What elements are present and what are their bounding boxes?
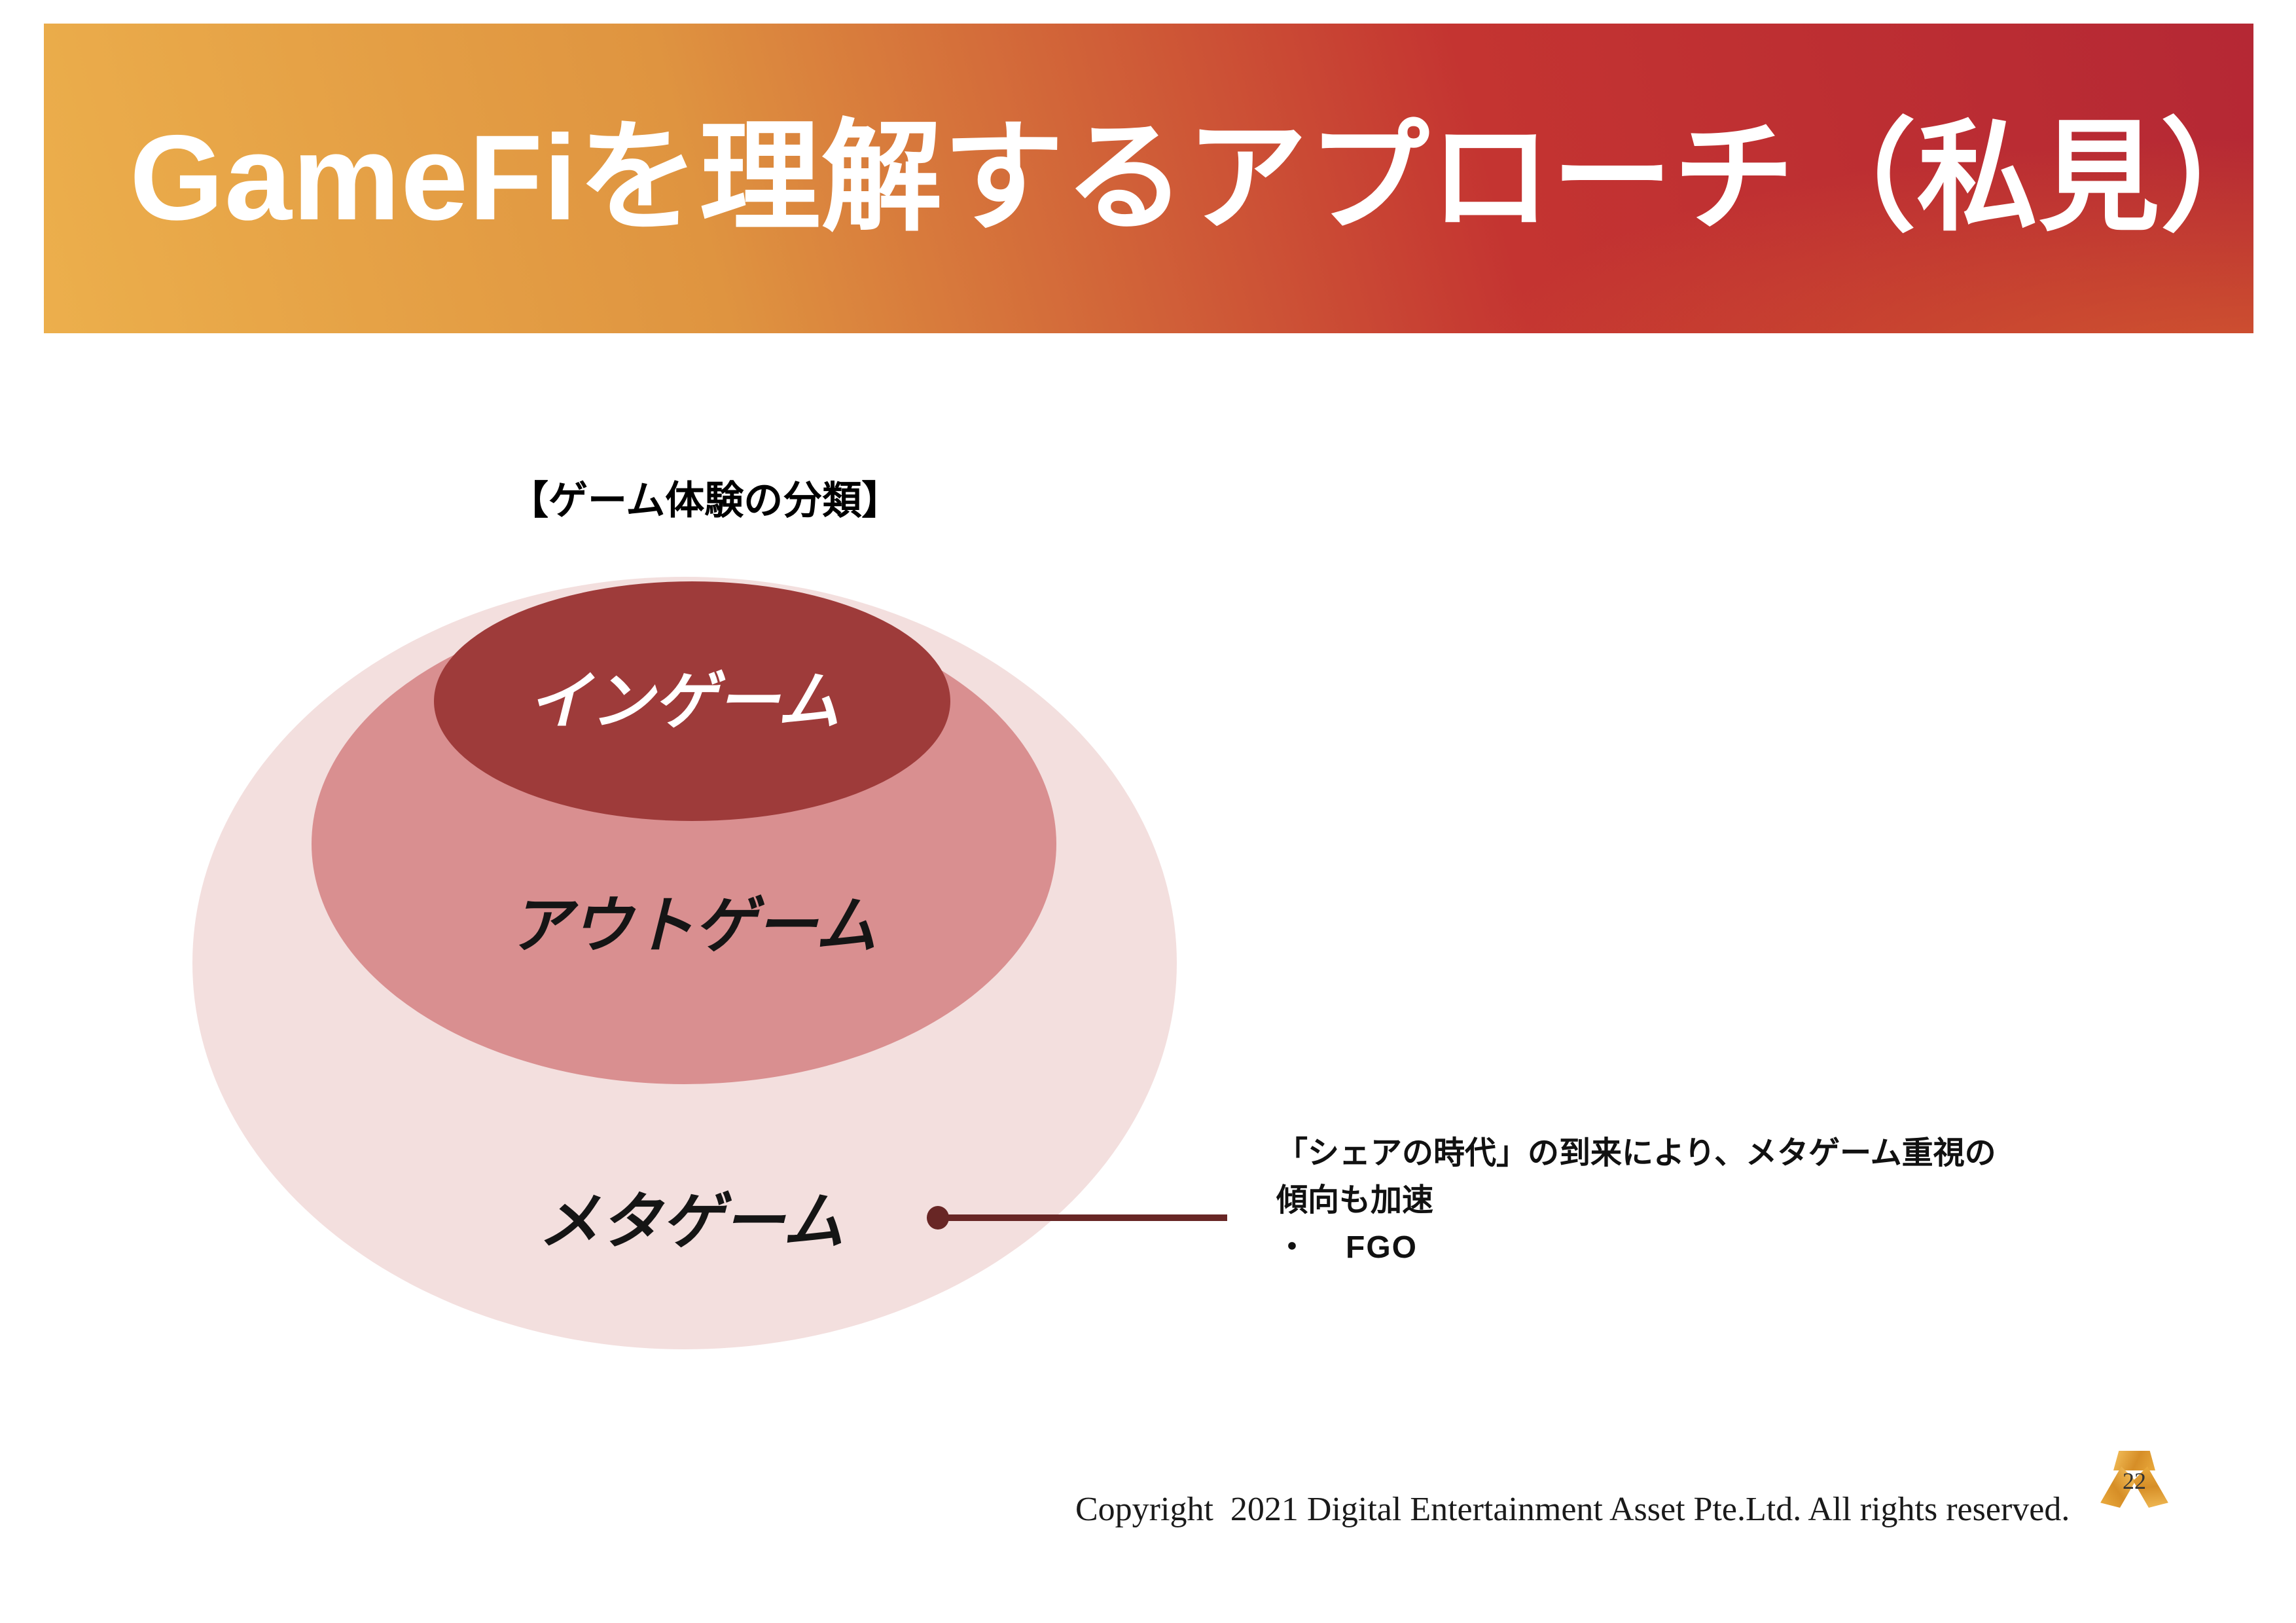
header-banner: GameFiを理解するアプローチ（私見） (44, 24, 2282, 333)
logo-piece-top-icon (2113, 1451, 2155, 1470)
dea-logo: 22 (2097, 1448, 2172, 1518)
section-label: 【ゲーム体験の分類】 (509, 479, 901, 522)
annotation-bullet-row: ・ FGO (1276, 1224, 2225, 1271)
bullet-icon: ・ (1276, 1230, 1308, 1265)
slide-title: GameFiを理解するアプローチ（私見） (130, 111, 2282, 246)
label-in-game: インゲーム (528, 666, 840, 737)
footer-copyright: Copyright 2021 Digital Entertainment Ass… (1075, 1491, 2070, 1528)
label-meta-game: メタゲーム (538, 1187, 844, 1256)
connector-line (938, 1214, 1227, 1221)
annotation-line-1: 「シェアの時代」の到来により、メタゲーム重視の (1276, 1136, 1996, 1171)
page-number: 22 (2123, 1468, 2146, 1494)
label-out-game: アウトゲーム (509, 891, 877, 960)
ellipse-in-game (434, 581, 950, 821)
annotation-bullet-text: FGO (1346, 1230, 1418, 1265)
annotation-line-2: 傾向も加速 (1276, 1183, 1434, 1218)
annotation-block: 「シェアの時代」の到来により、メタゲーム重視の 傾向も加速 ・ FGO (1276, 1130, 2225, 1271)
